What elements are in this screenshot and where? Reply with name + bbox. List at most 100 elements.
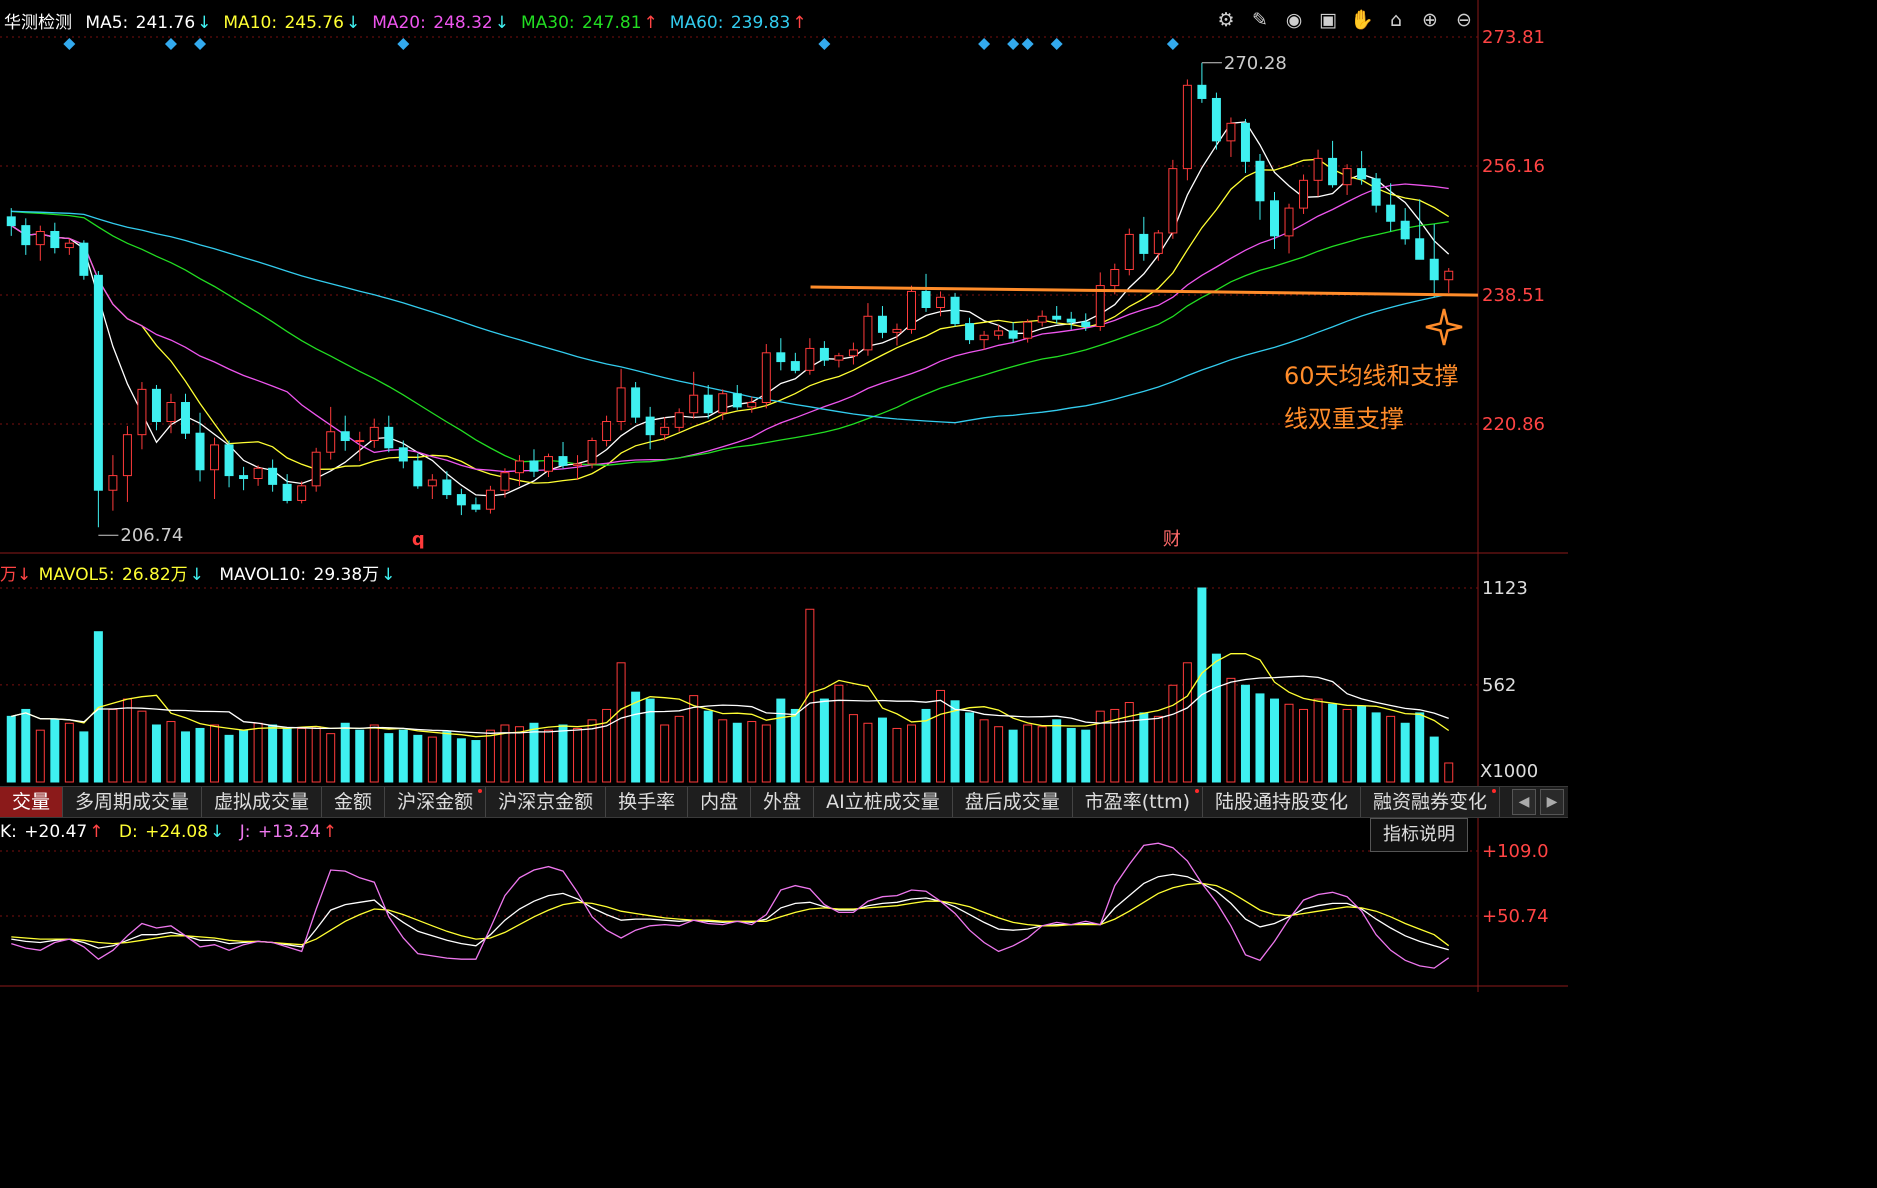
volume-bar bbox=[950, 700, 960, 783]
q-marker: q bbox=[412, 529, 425, 550]
candle-body bbox=[355, 440, 365, 443]
candle-body bbox=[282, 483, 292, 501]
gear-icon[interactable]: ⚙ bbox=[1217, 9, 1235, 31]
line-ma30 bbox=[11, 210, 1449, 466]
tab-7[interactable]: 内盘 bbox=[688, 787, 752, 817]
volume-bar bbox=[1110, 708, 1120, 783]
volume-bar bbox=[834, 684, 844, 783]
zoom-in-icon[interactable]: ⊕ bbox=[1422, 9, 1438, 31]
tab-scroll-left-button[interactable]: ◀ bbox=[1512, 789, 1536, 815]
ma-legend-value: 245.76 bbox=[284, 13, 344, 33]
tab-6[interactable]: 换手率 bbox=[606, 787, 689, 817]
indicator-tabs: 交量 多周期成交量 虚拟成交量 金额 沪深金额 沪深京金额 换手率 内盘 外盘 AI立桩成交量 盘后… bbox=[0, 786, 1568, 818]
tab-12[interactable]: 陆股通持股变化 bbox=[1203, 787, 1362, 817]
candle-body bbox=[1197, 84, 1207, 99]
ma-legend-label: MA60: bbox=[669, 13, 729, 33]
ma-legend-value: 239.83 bbox=[730, 13, 791, 33]
indicator-explain-button[interactable]: 指标说明 bbox=[1370, 818, 1468, 852]
volume-bar bbox=[1270, 698, 1279, 783]
candle-body bbox=[747, 402, 757, 408]
volume-bar bbox=[239, 729, 249, 783]
candle-body bbox=[514, 460, 524, 474]
hand-icon[interactable]: ✋ bbox=[1350, 9, 1374, 31]
tab-4[interactable]: 沪深金额 bbox=[385, 787, 487, 817]
tab-0[interactable]: 交量 bbox=[0, 787, 64, 817]
tab-label: 沪深京金额 bbox=[498, 791, 594, 813]
candle-body bbox=[79, 242, 89, 276]
candle-body bbox=[1270, 200, 1279, 237]
candle-body bbox=[790, 361, 800, 371]
k-arrow: ↑ bbox=[89, 822, 104, 842]
lock-icon[interactable]: ⌂ bbox=[1389, 9, 1403, 31]
mavol10-arrow: ↓ bbox=[381, 565, 396, 585]
tab-13[interactable]: 融资融券变化 bbox=[1361, 787, 1501, 817]
candle-body bbox=[456, 494, 466, 506]
j-label: J: bbox=[239, 822, 251, 842]
volume-bar bbox=[268, 724, 278, 783]
annotation-line-2: 线双重支撑 bbox=[1284, 405, 1404, 433]
ma-legend-item: MA60: 239.83 ↑ bbox=[670, 13, 809, 33]
candle-body bbox=[776, 352, 786, 363]
tab-9[interactable]: AI立桩成交量 bbox=[814, 787, 953, 817]
ma-legend-label: MA20: bbox=[372, 13, 432, 33]
volume-bar bbox=[587, 719, 597, 783]
tab-label: 市盈率(ttm) bbox=[1084, 791, 1190, 813]
candle-body bbox=[1023, 321, 1033, 339]
tab-8[interactable]: 外盘 bbox=[751, 787, 815, 817]
volume-bar bbox=[1052, 719, 1062, 783]
volume-bar bbox=[151, 724, 161, 783]
candle-body bbox=[1371, 178, 1381, 206]
chart-toolbar: ⚙ ✎ ◉ ▣ ✋ ⌂ ⊕ ⊖ bbox=[1214, 8, 1476, 32]
volume-bar bbox=[1342, 708, 1352, 783]
candle-body bbox=[398, 447, 408, 462]
volume-legend: 万↓ MAVOL5: 26.82万 ↓ MAVOL10: 29.38万 ↓ bbox=[0, 560, 397, 585]
tab-label: 金额 bbox=[334, 791, 373, 813]
tab-11[interactable]: 市盈率(ttm) bbox=[1073, 787, 1203, 817]
chart-canvas[interactable]: 273.81 256.16 238.51 220.86 1123 562 X1000 +109… bbox=[0, 0, 1568, 992]
event-diamond-icon bbox=[63, 38, 76, 50]
volume-bar bbox=[544, 729, 553, 783]
eye-icon[interactable]: ◉ bbox=[1285, 9, 1303, 31]
line-mavol10 bbox=[11, 675, 1449, 734]
candle-body bbox=[1429, 258, 1439, 281]
tab-5[interactable]: 沪深京金额 bbox=[486, 787, 607, 817]
line-ma20 bbox=[10, 183, 1449, 473]
tab-1[interactable]: 多周期成交量 bbox=[63, 787, 203, 817]
candle-body bbox=[558, 456, 568, 466]
tab-10[interactable]: 盘后成交量 bbox=[953, 787, 1073, 817]
tab-scroll-right-button[interactable]: ▶ bbox=[1540, 789, 1564, 815]
volume-bar bbox=[427, 736, 437, 783]
mavol10-label: MAVOL10: bbox=[219, 565, 307, 585]
candle-body bbox=[1240, 122, 1250, 162]
volume-bar bbox=[877, 717, 887, 783]
volume-bar bbox=[1008, 729, 1018, 783]
candle-body bbox=[994, 330, 1004, 336]
tab-label: 多周期成交量 bbox=[75, 791, 190, 813]
candle-body bbox=[587, 440, 597, 465]
ma-legend-value: 241.76 bbox=[135, 13, 196, 33]
candle-body bbox=[369, 426, 379, 442]
j-arrow: ↑ bbox=[322, 822, 338, 842]
zoom-out-icon[interactable]: ⊖ bbox=[1456, 9, 1472, 31]
k-label: K: bbox=[0, 822, 17, 842]
tab-2[interactable]: 虚拟成交量 bbox=[202, 787, 323, 817]
gift-icon[interactable]: ▣ bbox=[1319, 9, 1337, 31]
event-diamond-icon bbox=[1166, 38, 1179, 50]
event-diamond-icon bbox=[164, 38, 177, 50]
candle-body bbox=[703, 394, 713, 414]
price-tick-label: 256.16 bbox=[1482, 156, 1545, 177]
candle-body bbox=[805, 347, 815, 371]
candle-body bbox=[181, 402, 190, 434]
tab-label: 交量 bbox=[12, 791, 51, 813]
volume-bar bbox=[79, 731, 89, 783]
event-diamond-icon bbox=[397, 38, 410, 50]
candle-body bbox=[1168, 168, 1178, 234]
candle-body bbox=[863, 315, 873, 351]
volume-bar bbox=[645, 698, 655, 783]
candle-body bbox=[326, 431, 336, 453]
tab-3[interactable]: 金额 bbox=[322, 787, 386, 817]
mavol10-value: 29.38万 bbox=[313, 565, 380, 585]
pen-icon[interactable]: ✎ bbox=[1252, 9, 1268, 31]
candle-body bbox=[718, 393, 728, 414]
tab-notify-dot bbox=[1492, 789, 1497, 793]
